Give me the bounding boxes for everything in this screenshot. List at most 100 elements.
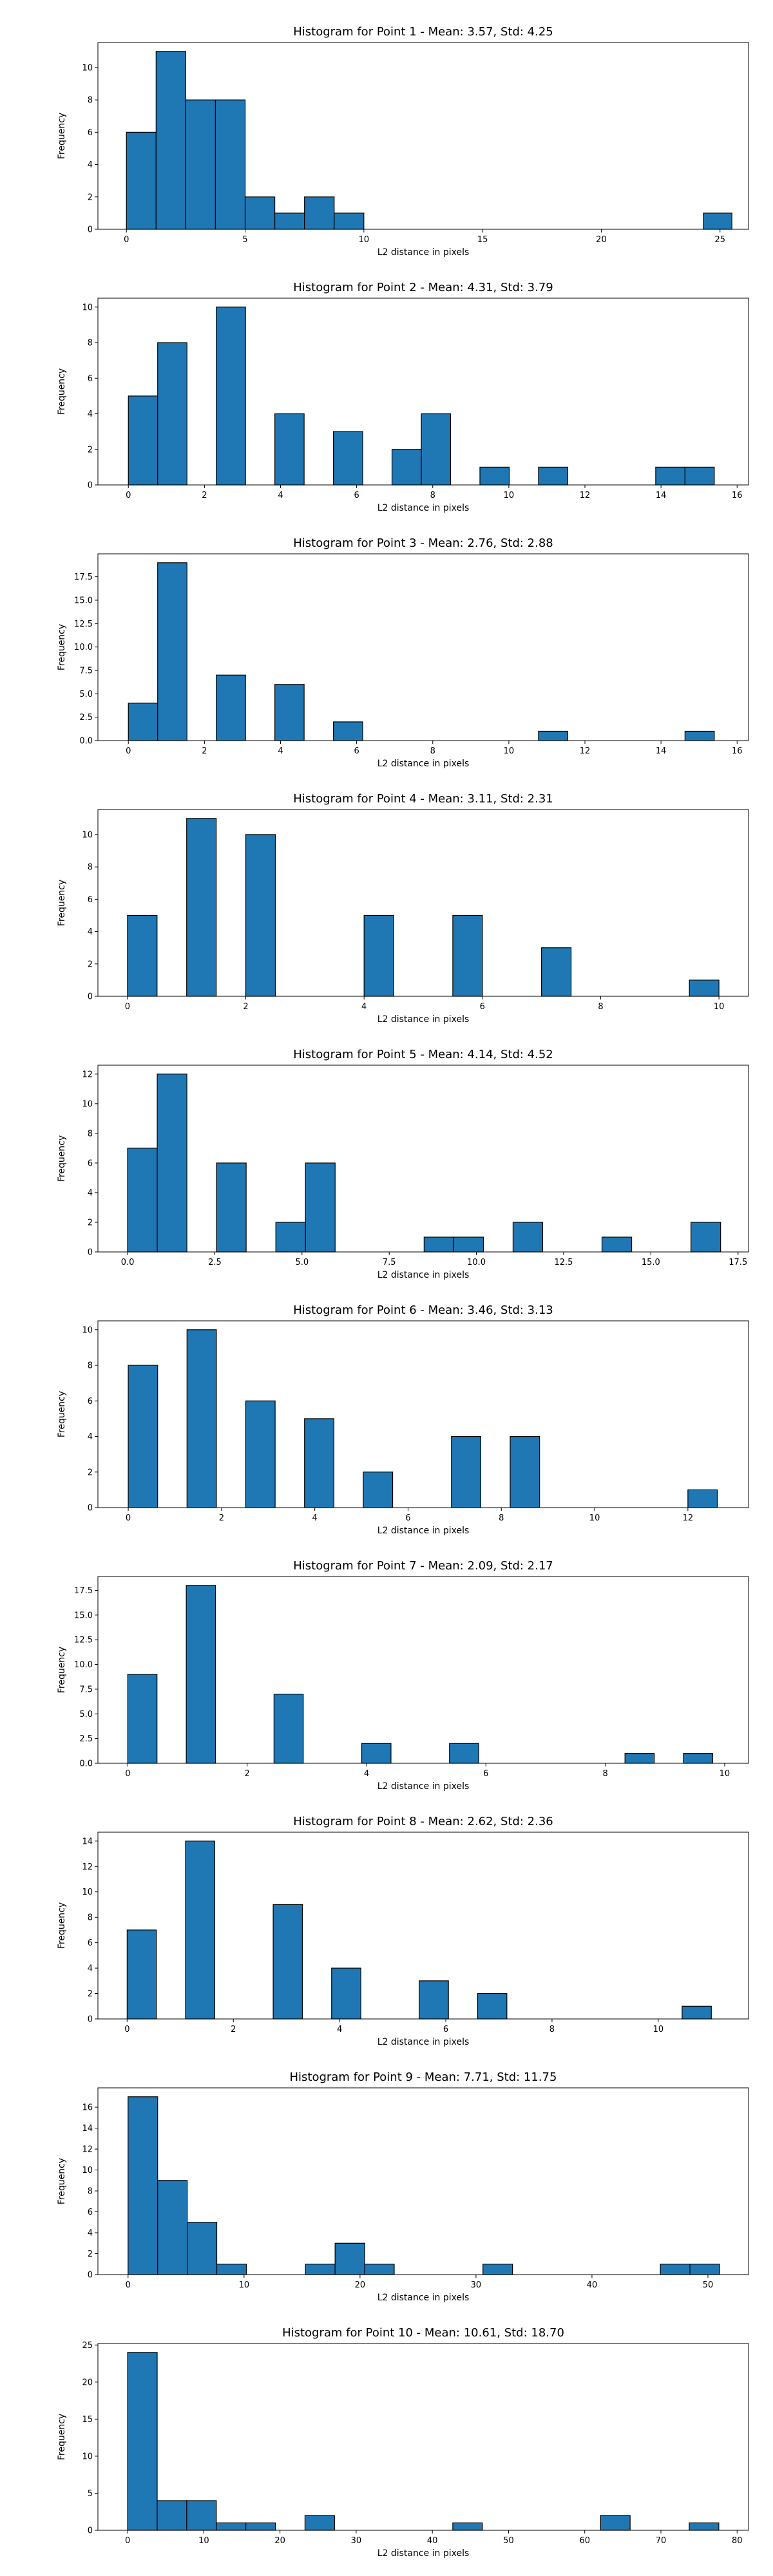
histogram-bar: [361, 1743, 392, 1764]
plot-frame: [97, 298, 749, 486]
y-tick-label: 2.5: [79, 713, 93, 723]
y-tick-label: 5.0: [79, 690, 93, 699]
histogram-bar: [245, 1400, 276, 1508]
x-tick-label: 17.5: [729, 1258, 747, 1267]
histogram-bar: [216, 1162, 247, 1253]
x-tick-label: 14: [656, 491, 667, 500]
histogram-bar: [244, 196, 276, 230]
chart-panel-6: Histogram for Point 6 - Mean: 3.46, Std:…: [57, 1303, 749, 1536]
x-tick-label: 10: [720, 1769, 730, 1779]
y-tick-label: 6: [88, 2208, 93, 2217]
x-tick-label: 0: [124, 2025, 129, 2034]
x-tick-label: 12: [580, 491, 591, 500]
y-tick-label: 4: [88, 410, 93, 419]
histogram-bar: [684, 466, 715, 486]
y-axis-label: Frequency: [57, 880, 67, 926]
histogram-bar: [334, 2242, 365, 2275]
x-tick-label: 12: [580, 746, 591, 756]
histogram-bar: [538, 730, 569, 741]
x-tick-label: 0.0: [121, 1258, 135, 1267]
x-tick-label: 6: [405, 1513, 410, 1523]
x-tick-label: 4: [312, 1513, 318, 1523]
x-tick-label: 80: [732, 2536, 743, 2546]
histogram-bar: [689, 980, 720, 997]
y-tick-label: 12.5: [74, 620, 93, 629]
y-tick-label: 10: [82, 1099, 93, 1109]
x-axis-label: L2 distance in pixels: [377, 247, 470, 258]
x-tick-label: 50: [503, 2536, 514, 2546]
y-tick-label: 2: [88, 1468, 93, 1477]
histogram-bar: [216, 674, 246, 741]
y-tick-label: 2: [88, 193, 93, 202]
chart-panel-1: Histogram for Point 1 - Mean: 3.57, Std:…: [57, 25, 749, 258]
histogram-bar: [274, 413, 305, 486]
x-tick-label: 8: [430, 746, 435, 756]
x-tick-label: 40: [587, 2280, 598, 2290]
x-axis-label: L2 distance in pixels: [377, 2293, 470, 2303]
y-tick-label: 2: [88, 1989, 93, 1999]
plot-frame: [97, 2087, 749, 2275]
histogram-bar: [451, 1435, 482, 1508]
x-tick-label: 7.5: [383, 1258, 396, 1267]
y-tick-label: 10: [82, 1888, 93, 1897]
histogram-bar: [421, 413, 452, 486]
histogram-bar: [477, 1993, 508, 2020]
y-tick-label: 8: [88, 339, 93, 348]
x-tick-label: 0: [125, 1769, 130, 1779]
x-tick-label: 0: [126, 746, 131, 756]
histogram-bar: [305, 1162, 336, 1253]
histogram-bar: [157, 2500, 187, 2531]
plot-frame: [97, 1576, 749, 1764]
y-tick-label: 0.0: [79, 737, 93, 746]
histogram-bar: [391, 449, 422, 486]
x-tick-label: 10: [198, 2536, 209, 2546]
histogram-bar: [482, 2264, 513, 2275]
histogram-bar: [157, 1074, 187, 1253]
x-axis-label: L2 distance in pixels: [377, 2548, 470, 2559]
x-tick-label: 12.5: [554, 1258, 573, 1267]
y-tick-label: 0: [88, 2015, 93, 2025]
y-tick-label: 15.0: [74, 596, 93, 605]
y-tick-label: 4: [88, 2229, 93, 2239]
histogram-bar: [364, 2264, 395, 2275]
chart-title: Histogram for Point 4 - Mean: 3.11, Std:…: [293, 792, 553, 806]
histogram-bar: [305, 2264, 336, 2275]
histogram-bar: [245, 834, 276, 997]
x-tick-label: 16: [732, 491, 743, 500]
y-tick-label: 15.0: [74, 1611, 93, 1620]
histogram-bar: [689, 2522, 720, 2531]
x-tick-label: 30: [471, 2280, 482, 2290]
x-tick-label: 8: [598, 1002, 603, 1012]
histogram-bar: [216, 307, 246, 486]
histogram-bar: [683, 1753, 714, 1764]
chart-panel-3: Histogram for Point 3 - Mean: 2.76, Std:…: [57, 536, 749, 769]
chart-title: Histogram for Point 7 - Mean: 2.09, Std:…: [293, 1559, 553, 1573]
x-tick-label: 6: [483, 1769, 488, 1779]
x-tick-label: 8: [430, 491, 435, 500]
y-tick-label: 12: [82, 2145, 93, 2155]
histogram-bar: [689, 2264, 720, 2275]
y-axis-label: Frequency: [57, 113, 67, 159]
y-tick-label: 10: [82, 1325, 93, 1335]
chart-panel-4: Histogram for Point 4 - Mean: 3.11, Std:…: [57, 792, 749, 1025]
y-axis-label: Frequency: [57, 1902, 67, 1949]
x-tick-label: 4: [278, 746, 283, 756]
x-tick-label: 10.0: [467, 1258, 486, 1267]
chart-title: Histogram for Point 1 - Mean: 3.57, Std:…: [293, 25, 553, 39]
x-tick-label: 10: [239, 2280, 250, 2290]
histogram-bar: [660, 2264, 691, 2275]
y-axis-label: Frequency: [57, 624, 67, 670]
y-tick-label: 2.5: [79, 1734, 93, 1744]
y-tick-label: 14: [82, 1837, 93, 1846]
histogram-bar: [186, 2500, 217, 2531]
chart-title: Histogram for Point 5 - Mean: 4.14, Std:…: [293, 1048, 553, 1061]
y-tick-label: 8: [88, 1913, 93, 1923]
x-tick-label: 0: [125, 2536, 130, 2546]
plot-frame: [97, 1320, 749, 1508]
histogram-bar: [333, 431, 363, 486]
histogram-bar: [687, 1489, 718, 1508]
histogram-bar: [541, 947, 572, 997]
histogram-bar: [273, 1693, 304, 1764]
x-tick-label: 14: [656, 746, 667, 756]
x-tick-label: 20: [355, 2280, 366, 2290]
